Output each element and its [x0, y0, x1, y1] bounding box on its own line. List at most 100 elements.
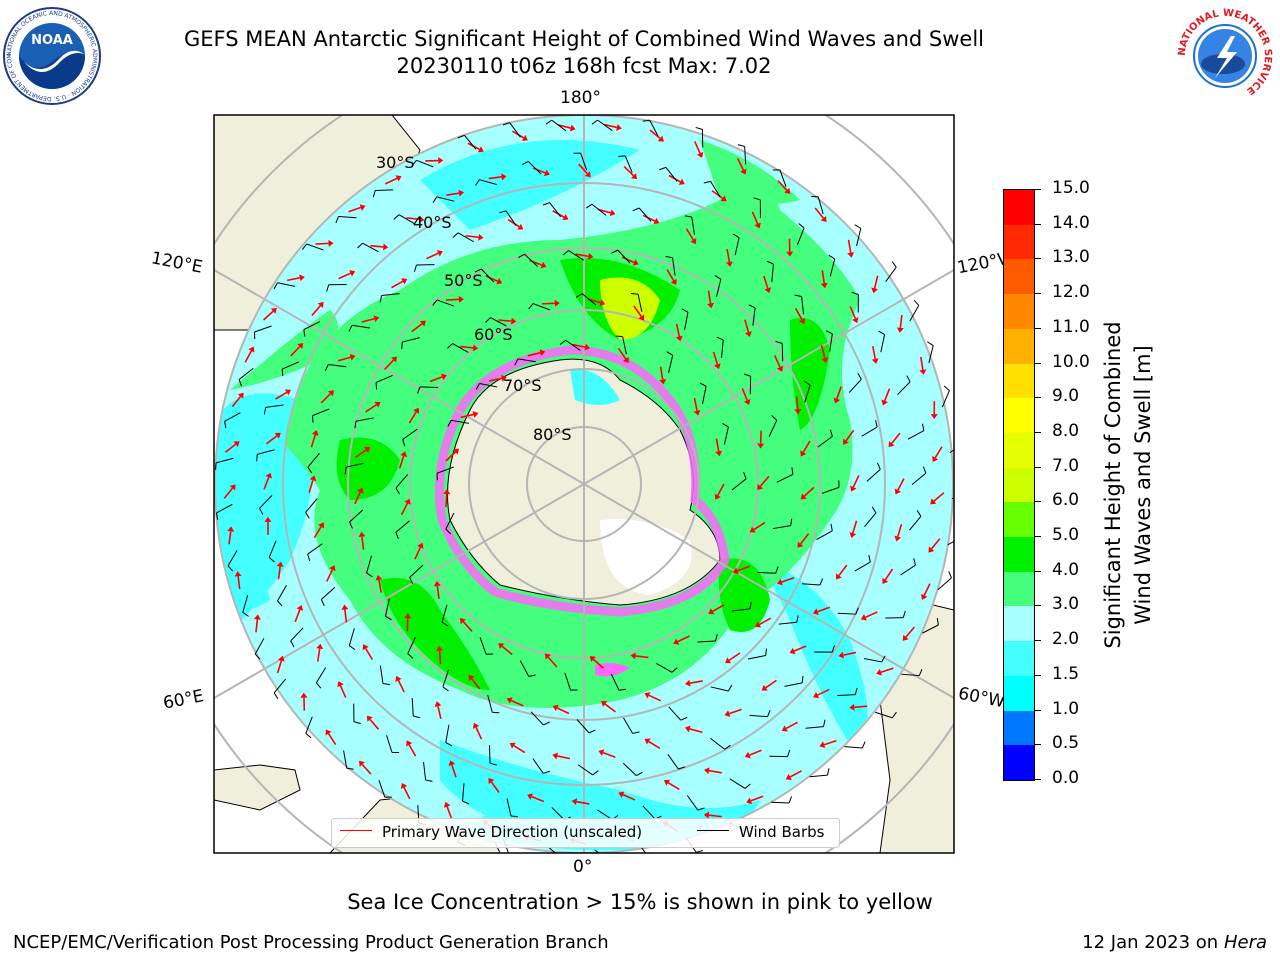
- wave-direction-arrowhead: [653, 217, 660, 225]
- wave-direction-arrow: [471, 678, 481, 690]
- wave-direction-arrow: [266, 435, 278, 445]
- wave-direction-arrowhead: [589, 656, 596, 663]
- wave-direction-arrowhead: [852, 317, 859, 324]
- wind-barb-staff: [386, 735, 393, 753]
- wave-direction-arrowhead: [543, 169, 550, 177]
- wind-barb-flag: [618, 155, 626, 157]
- wave-direction-arrowhead: [227, 526, 235, 532]
- wave-direction-arrowhead: [714, 493, 721, 500]
- wave-direction-arrowhead: [517, 223, 524, 230]
- wave-direction-arrow: [897, 478, 905, 491]
- wind-barb-staff: [548, 847, 557, 853]
- wave-direction-arrow: [224, 443, 237, 453]
- wave-direction-arrow: [547, 656, 558, 668]
- wave-direction-arrowhead: [601, 701, 608, 707]
- wind-barb-flag: [346, 767, 354, 770]
- wind-barb-flag: [320, 599, 325, 607]
- wind-barb-staff: [716, 279, 722, 297]
- wave-direction-arrow: [759, 475, 770, 487]
- wave-direction-arrowhead: [696, 151, 704, 158]
- wave-direction-arrow: [814, 207, 824, 219]
- wind-barb-flag: [545, 119, 552, 125]
- footer-date: 12 Jan 2023 on Hera: [1082, 932, 1267, 953]
- wave-direction-arrowhead: [440, 373, 447, 381]
- wave-direction-arrow: [715, 438, 720, 452]
- wind-barb-flag: [636, 771, 643, 777]
- wave-direction-arrow: [677, 635, 690, 643]
- wind-barb-flag: [348, 325, 353, 332]
- wind-barb-flag: [878, 330, 885, 336]
- wind-barb-staff: [686, 795, 699, 811]
- wave-direction-arrowhead: [299, 274, 305, 282]
- wind-barb-staff: [594, 849, 600, 853]
- wave-direction-arrowhead: [358, 760, 365, 767]
- wave-direction-arrow: [436, 585, 440, 599]
- wave-direction-arrow: [817, 606, 831, 613]
- wave-direction-arrow: [339, 685, 347, 698]
- wind-barb-staff: [445, 512, 455, 530]
- wind-barb-staff: [256, 449, 275, 455]
- wave-direction-arrow: [820, 345, 826, 359]
- wave-direction-arrowhead: [364, 447, 371, 453]
- wave-direction-arrow: [741, 387, 748, 401]
- wind-barb-staff: [909, 516, 922, 531]
- wind-barb-staff: [668, 706, 682, 721]
- wave-direction-arrowhead: [819, 741, 826, 749]
- wave-direction-arrowhead: [539, 349, 546, 357]
- wind-barb-flag: [861, 741, 866, 749]
- wave-direction-arrowhead: [253, 614, 261, 620]
- wind-barb-staff: [597, 119, 613, 131]
- wave-direction-arrowhead: [930, 414, 938, 420]
- wave-direction-arrow: [557, 124, 571, 129]
- wave-direction-arrow: [507, 218, 520, 228]
- wind-barb-staff: [216, 503, 233, 514]
- colorbar-bin: [1004, 363, 1034, 399]
- wave-direction-arrow: [843, 651, 857, 656]
- wind-barb-staff: [796, 227, 805, 245]
- wind-barb-staff: [273, 678, 287, 694]
- wind-barb-staff: [395, 520, 410, 533]
- wind-barb-flag: [790, 518, 793, 526]
- wind-barb-staff: [268, 540, 277, 558]
- colorbar-tick-label: 10.0: [1052, 351, 1090, 372]
- wind-barb-flag: [771, 415, 778, 421]
- wind-barb-flag: [748, 304, 756, 309]
- wind-barb-flag: [829, 429, 833, 437]
- wave-direction-arrow: [370, 244, 384, 248]
- wind-barb-flag: [457, 134, 465, 139]
- wave-direction-arrow: [391, 280, 404, 289]
- wind-barb-staff: [829, 333, 833, 352]
- wave-direction-arrowhead: [888, 441, 895, 448]
- colorbar-tick-label: 1.0: [1052, 698, 1080, 719]
- noaa-logo: NATIONAL OCEANIC AND ATMOSPHERIC ADMINIS…: [2, 6, 101, 105]
- wave-direction-arrow: [460, 345, 474, 349]
- wind-barb-staff: [402, 428, 418, 440]
- wind-barb-flag: [854, 224, 862, 229]
- lat-label-60s: 60°S: [474, 325, 513, 344]
- wave-direction-arrowhead: [569, 124, 576, 132]
- wind-barb-flag: [618, 688, 627, 691]
- wind-barb-staff: [784, 682, 803, 687]
- wind-barb-flag: [425, 779, 433, 782]
- wind-barb-flag: [324, 364, 329, 372]
- wave-direction-arrow: [576, 800, 590, 805]
- wave-direction-arrowhead: [472, 344, 479, 352]
- wind-barb-staff: [375, 374, 393, 383]
- map-frame: [213, 114, 955, 854]
- wave-direction-arrow: [437, 705, 442, 720]
- wave-direction-arrowhead: [540, 261, 547, 269]
- wind-barb-staff: [409, 564, 424, 578]
- wind-barb-staff: [398, 214, 415, 225]
- wave-direction-arrowhead: [472, 722, 480, 729]
- wind-barb-staff: [307, 452, 320, 468]
- wave-direction-arrowhead: [786, 251, 794, 257]
- footer-branch: NCEP/EMC/Verification Post Processing Pr…: [13, 932, 609, 953]
- wave-direction-arrowhead: [316, 643, 324, 650]
- wave-direction-arrowhead: [725, 261, 733, 267]
- wave-direction-arrow: [759, 617, 772, 626]
- wind-barb-staff: [530, 711, 544, 726]
- weddell-sea-ice: [600, 519, 692, 595]
- wave-direction-arrow: [383, 359, 395, 371]
- wind-barb-staff: [490, 317, 507, 327]
- wave-direction-arrowhead: [358, 531, 366, 538]
